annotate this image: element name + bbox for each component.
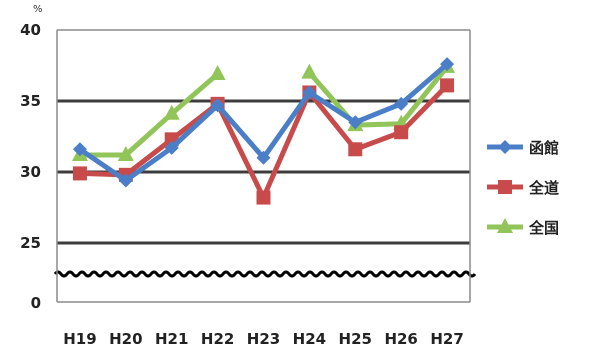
series-line xyxy=(77,71,221,158)
data-point xyxy=(256,150,271,165)
x-tick-label: H21 xyxy=(155,330,188,348)
series-line xyxy=(306,64,450,128)
data-point xyxy=(394,125,409,140)
y-tick-label: 35 xyxy=(20,92,41,110)
data-point xyxy=(72,166,87,181)
data-point xyxy=(163,104,180,120)
x-tick-label: H22 xyxy=(201,330,234,348)
legend-label: 函館 xyxy=(529,139,559,157)
x-tick-label: H23 xyxy=(247,330,280,348)
x-tick-label: H19 xyxy=(63,330,96,348)
x-tick-label: H27 xyxy=(430,330,463,348)
x-tick-label: H25 xyxy=(339,330,372,348)
legend-marker xyxy=(498,140,512,154)
axis-break-line xyxy=(53,270,477,278)
y-tick-label: 40 xyxy=(20,21,41,39)
legend-item: 全国 xyxy=(487,218,559,237)
data-point xyxy=(117,145,134,161)
series-layer xyxy=(71,57,456,205)
data-point xyxy=(118,173,133,188)
y-tick-label: 0 xyxy=(31,294,41,312)
legend-label: 全国 xyxy=(528,219,559,237)
y-tick-label: 30 xyxy=(20,163,41,181)
data-point xyxy=(301,63,318,79)
y-tick-label: 25 xyxy=(20,234,41,252)
data-point xyxy=(256,190,271,205)
axis-break-layer xyxy=(53,270,477,278)
series-1 xyxy=(72,57,455,188)
legend-marker xyxy=(498,180,512,194)
legend-item: 全道 xyxy=(487,179,559,197)
data-point xyxy=(348,142,363,157)
data-point xyxy=(302,85,317,100)
y-unit-label: % xyxy=(33,4,43,15)
x-tick-label: H26 xyxy=(384,330,417,348)
data-point xyxy=(164,140,179,155)
data-point xyxy=(440,57,455,72)
data-point xyxy=(210,98,225,113)
data-point xyxy=(394,96,409,111)
data-point xyxy=(72,142,87,157)
legend-item: 函館 xyxy=(487,139,559,157)
data-point xyxy=(440,78,455,93)
x-tick-label: H20 xyxy=(109,330,142,348)
legend-marker xyxy=(497,218,513,233)
axis-layer: 0 25 30 35 40% H19 H20 H21 H22 H23 H24 H25 H26 H27 xyxy=(20,4,471,348)
data-point xyxy=(348,115,363,130)
data-point xyxy=(209,65,226,81)
series-2 xyxy=(72,78,455,205)
legend-label: 全道 xyxy=(528,179,559,197)
series-3 xyxy=(71,57,456,161)
x-tick-label: H24 xyxy=(293,330,326,348)
